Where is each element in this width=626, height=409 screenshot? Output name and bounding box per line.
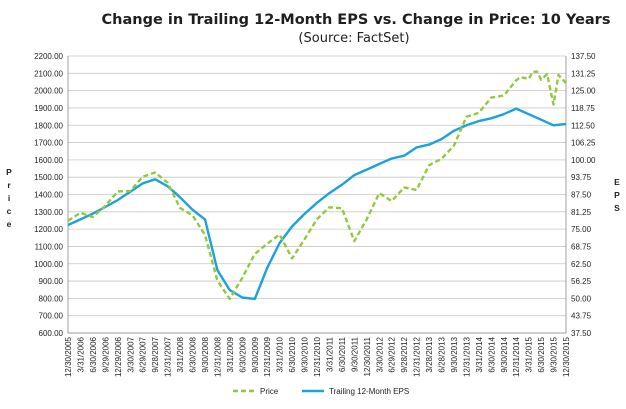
chart-title: Change in Trailing 12-Month EPS vs. Chan… bbox=[102, 12, 611, 28]
x-tick-label: 12/30/2005 bbox=[64, 336, 73, 377]
x-tick-label: 9/28/2007 bbox=[151, 336, 160, 372]
x-tick-label: 6/30/2014 bbox=[487, 336, 496, 372]
x-tick-label: 6/30/2009 bbox=[238, 336, 247, 372]
axis-label-letter: c bbox=[7, 206, 12, 216]
y-tick-label-left: 1300.00 bbox=[34, 208, 63, 217]
x-tick-label: 6/29/2007 bbox=[139, 336, 148, 372]
chart-subtitle: (Source: FactSet) bbox=[298, 31, 409, 46]
y-axis-label-right: EPS bbox=[614, 177, 620, 213]
x-tick-label: 12/30/2011 bbox=[363, 336, 372, 376]
x-tick-label: 6/30/2008 bbox=[189, 336, 198, 372]
y-tick-label-right: 131.25 bbox=[571, 69, 596, 78]
x-tick-label: 9/30/2008 bbox=[201, 336, 210, 372]
x-tick-label: 6/29/2012 bbox=[388, 336, 397, 372]
axis-label-letter: i bbox=[8, 193, 10, 203]
series-line-price bbox=[67, 70, 567, 301]
x-tick-label: 9/30/2010 bbox=[301, 336, 310, 372]
y-tick-label-right: 106.25 bbox=[571, 139, 596, 148]
y-tick-label-left: 600.00 bbox=[39, 329, 64, 338]
y-tick-label-right: 100.00 bbox=[571, 156, 596, 165]
axis-label-letter: P bbox=[6, 167, 12, 177]
x-tick-label: 3/28/2013 bbox=[425, 336, 434, 372]
y-tick-label-left: 1000.00 bbox=[34, 260, 63, 269]
y-tick-label-left: 1200.00 bbox=[34, 225, 63, 234]
series-lines bbox=[67, 70, 567, 301]
y-tick-label-left: 2200.00 bbox=[34, 52, 63, 61]
x-tick-label: 6/28/2013 bbox=[438, 336, 447, 372]
x-tick-label: 3/31/2008 bbox=[176, 336, 185, 372]
x-tick-label: 12/31/2009 bbox=[263, 336, 272, 377]
y-tick-label-right: 37.50 bbox=[571, 329, 592, 338]
y-tick-label-left: 1900.00 bbox=[34, 104, 63, 113]
axis-label-letter: E bbox=[614, 177, 620, 187]
x-tick-label: 12/31/2012 bbox=[413, 336, 422, 377]
axis-label-letter: S bbox=[614, 203, 620, 213]
x-tick-label: 3/31/2015 bbox=[525, 336, 534, 372]
x-tick-label: 12/29/2006 bbox=[114, 336, 123, 377]
y-axis-label-left: Price bbox=[6, 167, 12, 229]
x-tick-label: 9/30/2011 bbox=[350, 336, 359, 372]
y-tick-label-left: 900.00 bbox=[39, 277, 64, 286]
y-tick-label-right: 81.25 bbox=[571, 208, 592, 217]
x-tick-label: 3/31/2014 bbox=[475, 336, 484, 372]
y-tick-label-right: 68.75 bbox=[571, 242, 592, 251]
x-tick-label: 6/30/2011 bbox=[338, 336, 347, 372]
x-tick-label: 9/28/2012 bbox=[400, 336, 409, 372]
x-tick-label: 6/30/2015 bbox=[537, 336, 546, 372]
series-line-eps bbox=[67, 107, 567, 301]
y-tick-label-right: 75.00 bbox=[571, 225, 592, 234]
x-tick-label: 9/30/2013 bbox=[450, 336, 459, 372]
y-tick-label-left: 1500.00 bbox=[34, 173, 63, 182]
y-tick-label-left: 1600.00 bbox=[34, 156, 63, 165]
y-tick-label-right: 125.00 bbox=[571, 87, 596, 96]
x-tick-label: 12/31/2014 bbox=[512, 336, 521, 377]
legend-eps-label: Trailing 12-Month EPS bbox=[329, 387, 409, 396]
axis-label-letter: e bbox=[7, 219, 12, 229]
y-tick-label-left: 2000.00 bbox=[34, 87, 63, 96]
y-tick-label-left: 2100.00 bbox=[34, 69, 63, 78]
axis-label-letter: r bbox=[7, 180, 11, 190]
x-tick-label: 12/31/2010 bbox=[313, 336, 322, 377]
x-tick-label: 3/30/2012 bbox=[375, 336, 384, 372]
x-tick-label: 3/31/2011 bbox=[325, 336, 334, 372]
x-tick-label: 3/31/2010 bbox=[276, 336, 285, 372]
y-tick-label-right: 43.75 bbox=[571, 312, 592, 321]
y-tick-label-right: 56.25 bbox=[571, 277, 592, 286]
y-tick-label-left: 1800.00 bbox=[34, 121, 63, 130]
y-tick-label-right: 112.50 bbox=[571, 121, 595, 130]
y-tick-label-right: 137.50 bbox=[571, 52, 596, 61]
y-tick-label-right: 50.00 bbox=[571, 294, 592, 303]
x-tick-label: 12/31/2013 bbox=[462, 336, 471, 377]
y-tick-label-left: 700.00 bbox=[39, 312, 64, 321]
x-tick-label: 9/30/2015 bbox=[550, 336, 559, 372]
x-tick-label: 9/30/2014 bbox=[500, 336, 509, 372]
x-tick-label: 6/30/2006 bbox=[89, 336, 98, 372]
x-tick-label: 9/30/2009 bbox=[251, 336, 260, 372]
axis-label-letter: P bbox=[614, 190, 620, 200]
y-tick-label-left: 1400.00 bbox=[34, 191, 63, 200]
y-tick-label-right: 118.75 bbox=[571, 104, 595, 113]
y-tick-label-left: 1700.00 bbox=[34, 139, 63, 148]
y-tick-label-right: 87.50 bbox=[571, 191, 592, 200]
x-tick-label: 9/29/2006 bbox=[101, 336, 110, 372]
x-tick-label: 12/30/2015 bbox=[562, 336, 571, 377]
y-tick-label-right: 93.75 bbox=[571, 173, 592, 182]
x-tick-label: 6/30/2010 bbox=[288, 336, 297, 372]
x-axis-ticks: 12/30/2005 3/31/2006 6/30/2006 9/29/2006 12/… bbox=[64, 336, 571, 377]
x-tick-label: 3/31/2009 bbox=[226, 336, 235, 372]
x-tick-label: 3/31/2006 bbox=[76, 336, 85, 372]
legend-price-label: Price bbox=[260, 387, 279, 396]
x-tick-label: 12/31/2008 bbox=[213, 336, 222, 377]
y-tick-label-left: 800.00 bbox=[39, 294, 64, 303]
legend: Price Trailing 12-Month EPS bbox=[233, 387, 409, 396]
y-tick-label-right: 62.50 bbox=[571, 260, 592, 269]
y-axis-left-ticks: 600.00 700.00 800.00 900.00 1000.00 1100.00 12… bbox=[34, 52, 63, 338]
x-tick-label: 12/31/2007 bbox=[164, 336, 173, 377]
x-tick-label: 3/30/2007 bbox=[126, 336, 135, 372]
y-tick-label-left: 1100.00 bbox=[35, 242, 64, 251]
y-axis-right-ticks: 37.50 43.75 50.00 56.25 62.50 68.75 75.00 81.25… bbox=[571, 52, 596, 338]
